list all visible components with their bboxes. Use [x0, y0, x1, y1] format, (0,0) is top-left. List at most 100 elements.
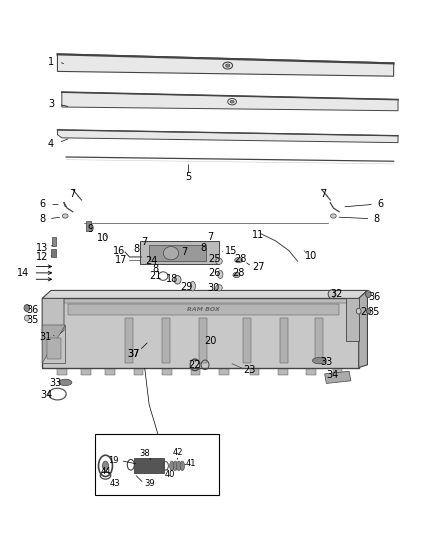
Text: 44: 44	[100, 467, 111, 475]
Polygon shape	[42, 298, 64, 341]
Ellipse shape	[190, 281, 195, 291]
Text: 7: 7	[141, 237, 148, 247]
Ellipse shape	[367, 309, 371, 314]
Text: 7: 7	[70, 189, 76, 199]
Bar	[332, 368, 342, 375]
Text: 18: 18	[166, 274, 178, 284]
Polygon shape	[42, 325, 65, 364]
Text: 1: 1	[48, 57, 54, 67]
Text: 37: 37	[127, 349, 140, 359]
Text: 32: 32	[330, 289, 342, 299]
Bar	[243, 318, 251, 364]
Text: 39: 39	[144, 479, 155, 488]
Text: 17: 17	[115, 255, 127, 265]
Polygon shape	[42, 325, 65, 364]
Ellipse shape	[226, 64, 230, 67]
Ellipse shape	[170, 461, 174, 471]
Bar	[199, 318, 207, 364]
Polygon shape	[359, 290, 367, 368]
Text: 27: 27	[252, 262, 265, 271]
Ellipse shape	[163, 247, 179, 260]
Text: 7: 7	[207, 232, 213, 243]
Polygon shape	[57, 130, 398, 143]
Text: 19: 19	[108, 456, 119, 465]
Text: 9: 9	[87, 224, 93, 235]
Text: 10: 10	[304, 251, 317, 261]
Text: 28: 28	[235, 254, 247, 263]
Text: 21: 21	[149, 271, 162, 280]
Text: 7: 7	[181, 247, 187, 257]
Text: 40: 40	[165, 471, 175, 479]
Ellipse shape	[235, 257, 243, 263]
Ellipse shape	[331, 214, 336, 218]
Bar	[95, 434, 219, 495]
Ellipse shape	[365, 290, 371, 297]
Bar	[51, 249, 56, 257]
Text: 37: 37	[127, 349, 140, 359]
Polygon shape	[42, 298, 359, 368]
Bar	[134, 368, 144, 375]
Ellipse shape	[173, 461, 177, 471]
Text: 4: 4	[48, 139, 54, 149]
Text: 14: 14	[17, 268, 29, 278]
Bar	[149, 245, 206, 261]
Text: 42: 42	[172, 448, 183, 457]
Ellipse shape	[180, 461, 184, 471]
Ellipse shape	[216, 258, 222, 264]
Text: 41: 41	[185, 459, 196, 467]
Text: 34: 34	[40, 390, 53, 400]
Text: 35: 35	[26, 314, 38, 325]
Text: 6: 6	[39, 199, 45, 209]
Text: 25: 25	[208, 254, 221, 263]
Bar	[219, 368, 229, 375]
Text: 5: 5	[185, 172, 191, 182]
Bar	[68, 304, 339, 316]
Text: 36: 36	[368, 292, 380, 302]
Polygon shape	[325, 371, 351, 383]
Bar	[278, 368, 288, 375]
Text: 2: 2	[360, 306, 366, 317]
Bar	[191, 368, 200, 375]
Bar	[46, 338, 60, 359]
Polygon shape	[42, 290, 367, 298]
Text: 8: 8	[133, 244, 139, 254]
Text: 3: 3	[48, 99, 54, 109]
Bar	[306, 368, 316, 375]
Text: 33: 33	[49, 378, 61, 389]
Text: 36: 36	[26, 305, 38, 315]
Text: 8: 8	[39, 214, 45, 224]
Bar	[250, 368, 259, 375]
Ellipse shape	[59, 379, 72, 385]
Text: 12: 12	[36, 253, 48, 262]
Text: 29: 29	[180, 282, 192, 292]
Polygon shape	[346, 298, 359, 341]
Bar	[52, 237, 56, 246]
Text: 38: 38	[139, 449, 150, 458]
Ellipse shape	[24, 304, 30, 311]
Text: 33: 33	[320, 357, 332, 367]
Polygon shape	[62, 92, 398, 111]
Text: 20: 20	[204, 336, 216, 346]
Text: 22: 22	[189, 360, 201, 370]
Bar	[162, 318, 170, 364]
Bar	[134, 458, 164, 473]
Text: 43: 43	[110, 479, 120, 488]
Ellipse shape	[328, 290, 335, 298]
Bar	[315, 318, 323, 364]
Polygon shape	[57, 54, 394, 76]
Bar	[86, 221, 91, 231]
Bar	[125, 318, 133, 364]
Text: 8: 8	[373, 214, 379, 224]
Ellipse shape	[357, 308, 361, 314]
Text: 8: 8	[201, 243, 207, 253]
Text: 7: 7	[321, 189, 327, 199]
Text: 24: 24	[145, 256, 158, 266]
Ellipse shape	[102, 461, 109, 471]
Ellipse shape	[233, 272, 240, 278]
Text: 31: 31	[39, 332, 52, 342]
Text: 8: 8	[152, 264, 159, 273]
Bar	[81, 368, 91, 375]
Ellipse shape	[216, 285, 222, 291]
Text: RAM BOX: RAM BOX	[187, 307, 220, 312]
Bar	[280, 318, 288, 364]
